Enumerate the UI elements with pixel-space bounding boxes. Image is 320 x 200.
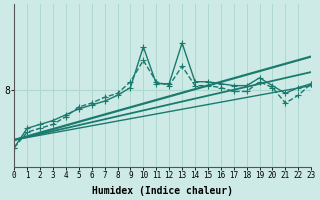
- X-axis label: Humidex (Indice chaleur): Humidex (Indice chaleur): [92, 186, 233, 196]
